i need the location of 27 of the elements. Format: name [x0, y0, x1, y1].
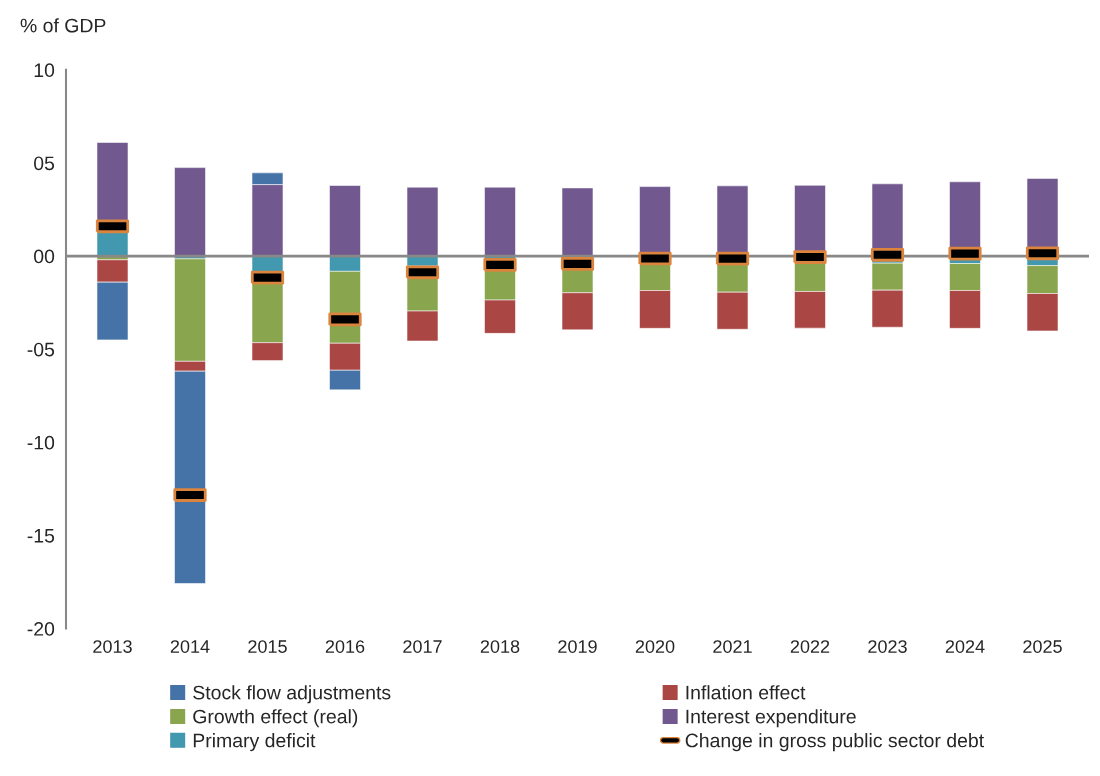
y-tick-label: 05: [34, 156, 55, 171]
x-tick-label: 2021: [713, 640, 752, 653]
legend-label: Stock flow adjustments: [193, 685, 391, 704]
y-tick-label: -15: [27, 529, 55, 543]
y-tick-label: -10: [27, 435, 55, 450]
x-tick-label: 2020: [635, 640, 675, 653]
legend-label: Change in gross public sector debt: [685, 733, 984, 752]
y-tick-label: 10: [34, 63, 55, 78]
y-tick-label: -20: [27, 622, 55, 636]
x-tick-label: 2019: [558, 640, 597, 653]
y-tick-label: -05: [27, 342, 55, 357]
legend-label: Inflation effect: [686, 685, 806, 700]
x-tick-label: 2014: [170, 640, 210, 653]
x-tick-label: 2022: [790, 640, 830, 653]
y-tick-label: 00: [34, 249, 55, 264]
x-tick-label: 2017: [403, 640, 442, 653]
x-tick-label: 2018: [480, 640, 520, 653]
x-tick-label: 2016: [325, 640, 365, 653]
x-tick-label: 2024: [945, 640, 985, 653]
x-tick-label: 2013: [93, 640, 132, 653]
legend-label: Interest expenditure: [686, 709, 856, 728]
x-tick-label: 2015: [248, 640, 287, 653]
x-tick-label: 2025: [1023, 640, 1062, 653]
legend-label: Growth effect (real): [193, 709, 358, 728]
legend-label: Primary deficit: [193, 733, 316, 752]
y-axis-title: % of GDP: [20, 18, 106, 33]
x-tick-label: 2023: [868, 640, 907, 653]
